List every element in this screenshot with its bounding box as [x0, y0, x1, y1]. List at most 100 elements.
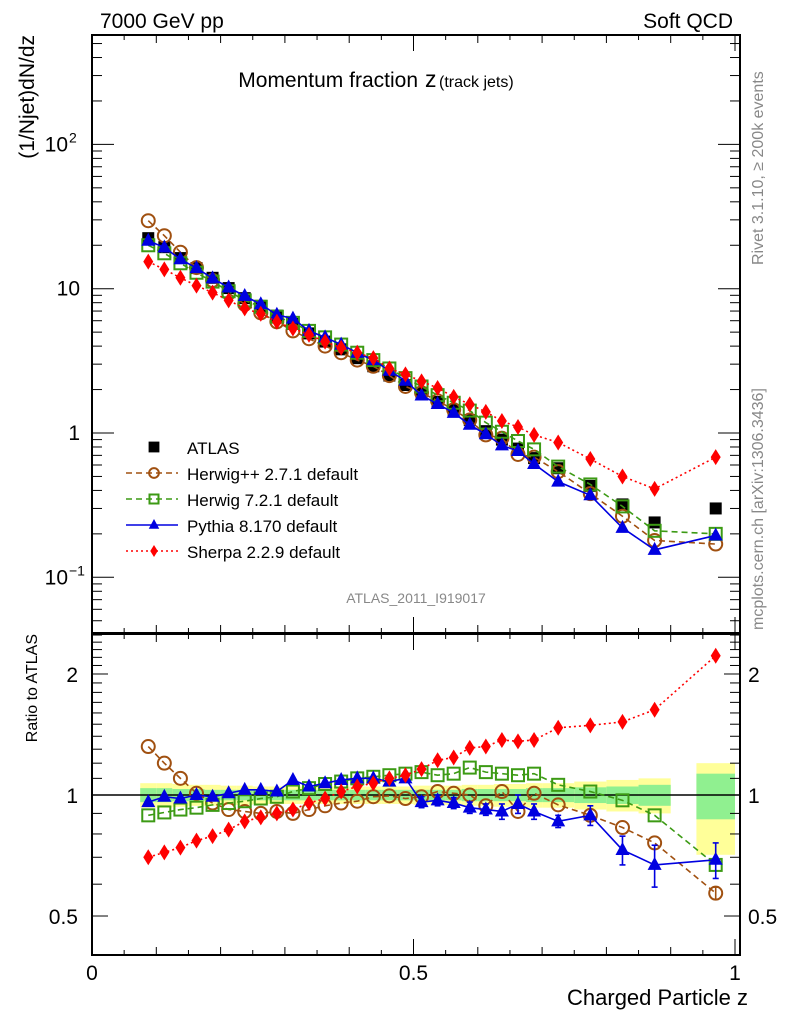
- data-point-sherpa: [336, 339, 347, 356]
- data-point-sherpa: [191, 277, 202, 294]
- y-tick-label: 10: [45, 566, 68, 589]
- data-point-sherpa: [352, 344, 363, 361]
- data-point-sherpa: [400, 366, 411, 383]
- ratio-point-herwig7: [430, 768, 445, 783]
- data-point-sherpa: [464, 396, 475, 413]
- ratio-point-sherpa: [255, 809, 266, 826]
- legend: ATLAS Herwig++ 2.7.1 default Herwig 7.2.1 …: [126, 439, 358, 562]
- header-left: 7000 GeV pp: [100, 10, 224, 33]
- legend-label: Pythia 8.170 default: [187, 517, 338, 536]
- data-point-sherpa: [223, 292, 234, 309]
- data-point-sherpa: [649, 480, 660, 497]
- data-point-sherpa: [304, 326, 315, 343]
- ratio-point-sherpa: [464, 739, 475, 756]
- ratio-point-herwig7: [527, 766, 542, 781]
- rivet-label: Rivet 3.1.10, ≥ 200k events: [750, 71, 767, 265]
- ratio-point-pythia: [318, 775, 333, 789]
- legend-label: Sherpa 2.2.9 default: [187, 543, 340, 562]
- main-title-z: z: [425, 66, 437, 92]
- data-point-pythia: [269, 306, 284, 320]
- ratio-point-herwigpp: [708, 885, 724, 901]
- ratio-point-herwigpp: [381, 788, 397, 804]
- ratio-point-pythia: [527, 803, 542, 817]
- legend-item-atlas: ATLAS: [148, 439, 240, 458]
- ratio-point-sherpa: [287, 801, 298, 818]
- data-point-herwig7: [527, 442, 542, 457]
- ratio-point-sherpa: [400, 767, 411, 784]
- legend-item-herwigpp: Herwig++ 2.7.1 default: [126, 465, 358, 484]
- data-point-pythia: [205, 270, 220, 284]
- ratio-point-herwig7: [157, 805, 172, 820]
- data-point-sherpa: [512, 419, 523, 436]
- ratio-point-sherpa: [304, 795, 315, 812]
- data-point-pythia: [510, 443, 525, 457]
- y-tick-label: 10: [57, 278, 80, 301]
- data-point-sherpa: [529, 426, 540, 443]
- ratio-point-pythia: [708, 851, 723, 865]
- ratio-point-sherpa: [239, 813, 250, 830]
- ratio-y-tick-label: 1: [66, 785, 78, 808]
- data-point-pythia: [647, 541, 662, 555]
- ratio-point-herwigpp: [550, 797, 566, 813]
- mcplots-label: mcplots.cern.ch [arXiv:1306.3436]: [750, 388, 767, 630]
- ratio-point-pythia: [494, 803, 509, 817]
- main-title: Momentum fraction: [238, 69, 418, 92]
- ratio-point-herwigpp: [397, 791, 413, 807]
- data-point-sherpa: [320, 333, 331, 350]
- analysis-watermark: ATLAS_2011_I919017: [346, 590, 486, 606]
- data-point-sherpa: [553, 434, 564, 451]
- data-point-pythia: [141, 232, 156, 246]
- data-point-sherpa: [159, 261, 170, 278]
- ratio-point-sherpa: [585, 717, 596, 734]
- data-point-pythia: [285, 310, 300, 324]
- ratio-point-pythia: [334, 771, 349, 785]
- ratio-point-sherpa: [207, 828, 218, 845]
- ratio-point-pythia: [615, 841, 630, 855]
- legend-label: Herwig++ 2.7.1 default: [187, 465, 358, 484]
- ratio-y-tick-label: 0.5: [49, 906, 78, 929]
- ratio-point-herwig7: [141, 808, 156, 823]
- data-point-pythia: [527, 455, 542, 469]
- main-title-suffix: (track jets): [439, 74, 514, 91]
- ratio-point-pythia: [189, 787, 204, 800]
- header-right: Soft QCD: [643, 10, 733, 33]
- band-stat: [696, 773, 735, 820]
- ratio-point-sherpa: [448, 749, 459, 766]
- ratio-point-pythia: [157, 788, 172, 802]
- ratio-point-herwigpp: [140, 739, 156, 755]
- ratio-point-pythia: [414, 794, 429, 808]
- ratio-point-herwigpp: [156, 755, 172, 771]
- ratio-point-sherpa: [710, 647, 721, 664]
- ratio-point-pythia: [478, 801, 493, 815]
- data-point-sherpa: [287, 320, 298, 337]
- y-tick-label: 10: [45, 133, 68, 156]
- ratio-point-herwig7: [494, 766, 509, 781]
- data-point-pythia: [237, 288, 252, 302]
- legend-marker: [148, 493, 160, 505]
- ratio-point-sherpa: [352, 778, 363, 795]
- data-point-sherpa: [207, 284, 218, 301]
- ratio-point-herwigpp: [526, 785, 542, 801]
- ratio-point-herwigpp: [614, 820, 630, 836]
- data-point-sherpa: [255, 305, 266, 322]
- ratio-series-herwigpp: [140, 739, 724, 901]
- ratio-point-pythia: [551, 813, 566, 827]
- data-point-pythia: [462, 416, 477, 430]
- data-point-pythia: [189, 260, 204, 274]
- data-point-herwig7: [615, 499, 630, 514]
- data-point-herwigpp: [140, 213, 156, 229]
- ratio-point-pythia: [237, 781, 252, 795]
- data-point-pythia: [446, 404, 461, 418]
- ratio-point-pythia: [583, 807, 598, 821]
- ratio-point-pythia: [510, 795, 525, 809]
- main-ylabel: (1/Njet)dN/dz: [16, 35, 39, 159]
- ratio-point-pythia: [350, 770, 365, 784]
- data-point-pythia: [253, 296, 268, 310]
- data-point-sherpa: [432, 380, 443, 397]
- ratio-point-pythia: [205, 788, 220, 802]
- legend-marker: [148, 519, 160, 529]
- ratio-point-sherpa: [529, 732, 540, 749]
- ratio-point-herwig7: [583, 784, 598, 799]
